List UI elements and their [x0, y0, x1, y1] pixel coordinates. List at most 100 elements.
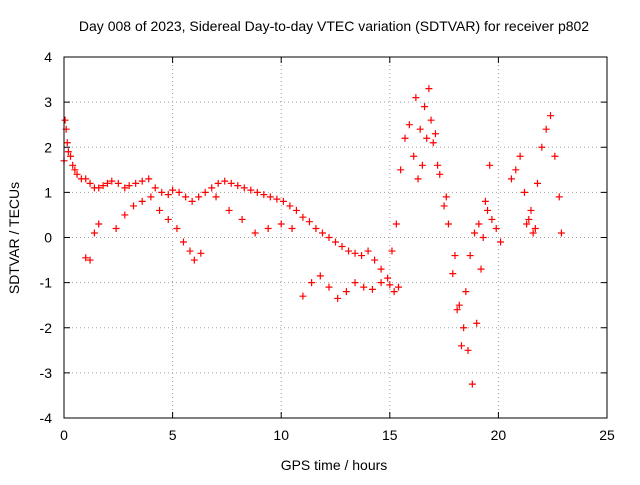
data-point — [466, 252, 474, 260]
data-point — [464, 346, 472, 354]
data-point — [453, 306, 461, 314]
data-point — [431, 130, 439, 138]
data-point — [90, 229, 98, 237]
data-point — [451, 252, 459, 260]
data-point — [444, 220, 452, 228]
data-point — [468, 380, 476, 388]
data-point — [318, 229, 326, 237]
data-point — [555, 193, 563, 201]
data-point — [130, 202, 138, 210]
data-point — [418, 161, 426, 169]
data-point — [529, 229, 537, 237]
data-point — [460, 324, 468, 332]
data-point — [71, 166, 79, 174]
data-point — [457, 342, 465, 350]
data-point — [484, 206, 492, 214]
data-point — [345, 247, 353, 255]
data-point — [214, 179, 222, 187]
data-point — [86, 256, 94, 264]
data-point — [95, 184, 103, 192]
data-point — [86, 179, 94, 187]
data-point — [423, 134, 431, 142]
data-point — [221, 177, 229, 185]
data-point — [156, 206, 164, 214]
y-axis-label: SDTVAR / TECUs — [6, 182, 22, 294]
data-point — [225, 206, 233, 214]
data-point — [190, 256, 198, 264]
y-tick-label: -4 — [40, 410, 53, 426]
data-point — [253, 188, 261, 196]
x-tick-label: 10 — [273, 427, 289, 443]
data-point — [377, 265, 385, 273]
x-tick-label: 5 — [169, 427, 177, 443]
data-point — [325, 234, 333, 241]
data-point — [473, 319, 481, 327]
data-point — [95, 220, 103, 228]
data-point — [145, 175, 153, 183]
data-point — [238, 215, 246, 223]
data-points — [60, 85, 565, 388]
x-axis-label: GPS time / hours — [281, 457, 388, 473]
data-point — [234, 182, 242, 190]
data-point — [338, 243, 346, 251]
data-point — [64, 148, 72, 156]
data-point — [401, 134, 409, 142]
y-tick-label: 4 — [44, 49, 52, 65]
data-point — [273, 195, 281, 203]
data-point — [299, 292, 307, 300]
data-point — [125, 182, 133, 190]
data-point — [520, 188, 528, 196]
data-point — [169, 186, 177, 194]
x-tick-label: 15 — [382, 427, 398, 443]
data-point — [531, 224, 539, 232]
data-point — [471, 229, 479, 237]
data-point — [388, 247, 396, 255]
chart-title: Day 008 of 2023, Sidereal Day-to-day VTE… — [79, 18, 589, 34]
data-point — [421, 103, 429, 111]
data-point — [240, 184, 248, 192]
data-point — [277, 220, 285, 228]
data-point — [227, 179, 235, 187]
data-point — [425, 85, 433, 93]
data-point — [516, 152, 524, 160]
data-point — [477, 265, 485, 273]
data-point — [182, 193, 190, 201]
data-point — [212, 193, 220, 201]
data-point — [358, 252, 366, 260]
data-point — [316, 272, 324, 280]
data-point — [61, 116, 69, 124]
data-point — [69, 161, 77, 169]
data-point — [342, 288, 350, 296]
data-point — [434, 161, 442, 169]
data-point — [547, 112, 555, 120]
data-point — [414, 175, 422, 183]
data-point — [121, 184, 129, 192]
data-point — [492, 224, 500, 232]
data-point — [405, 121, 413, 129]
data-point — [427, 116, 435, 124]
data-point — [208, 184, 216, 192]
y-tick-label: 0 — [44, 230, 52, 246]
data-point — [368, 285, 376, 293]
data-point — [384, 274, 392, 282]
data-point — [99, 182, 107, 190]
data-point — [266, 193, 274, 201]
axis-ticks: 0 5 10 15 20 25 -4 -3 -2 -1 0 1 2 3 4 — [40, 49, 615, 443]
data-point — [279, 197, 287, 205]
data-point — [538, 143, 546, 151]
data-point — [132, 179, 140, 187]
data-point — [247, 186, 255, 194]
data-point — [292, 206, 300, 214]
data-point — [542, 125, 550, 133]
data-point — [497, 238, 505, 246]
data-point — [488, 215, 496, 223]
y-tick-label: -2 — [40, 320, 53, 336]
data-point — [201, 188, 209, 196]
data-point — [260, 191, 268, 199]
data-point — [440, 202, 448, 210]
data-point — [442, 193, 450, 201]
data-point — [394, 283, 402, 291]
data-point — [479, 234, 487, 241]
